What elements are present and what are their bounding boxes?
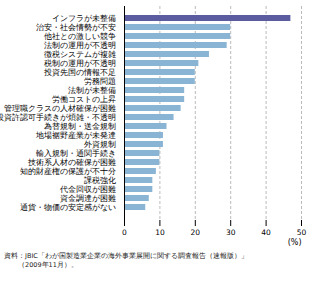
svg-text:課税強化: 課税強化 (84, 176, 116, 185)
svg-text:税制の運用が不透明: 税制の運用が不透明 (44, 59, 116, 68)
svg-text:徴税システムが複雑: 徴税システムが複雑 (44, 50, 116, 59)
svg-text:投資先国の情報不足: 投資先国の情報不足 (43, 68, 116, 77)
html-text:（2009年11月）。: （2009年11月）。 (18, 260, 78, 269)
svg-text:資金調達が困難: 資金調達が困難 (60, 194, 116, 203)
svg-text:20: 20 (191, 228, 201, 237)
svg-text:為替規制・送金規制: 為替規制・送金規制 (44, 122, 116, 131)
svg-text:労務問題: 労務問題 (84, 77, 116, 86)
svg-text:技術系人材の確保が困難: 技術系人材の確保が困難 (27, 158, 116, 167)
svg-text:治安・社会情勢が不安: 治安・社会情勢が不安 (36, 23, 116, 32)
svg-text:管理職クラスの人材確保が困難: 管理職クラスの人材確保が困難 (4, 104, 116, 113)
html-text:資料：JBIC「わが国製造業企業の海外事業展開に関する調査報: 資料：JBIC「わが国製造業企業の海外事業展開に関する調査報告（速報版）」 (4, 252, 248, 260)
svg-text:0: 0 (122, 228, 127, 237)
svg-text:インフラが未整備: インフラが未整備 (52, 14, 116, 23)
svg-text:代金回収が困難: 代金回収が困難 (59, 185, 116, 194)
svg-text:10: 10 (155, 228, 165, 237)
svg-text:通貨・物価の安定感がない: 通貨・物価の安定感がない (20, 203, 116, 212)
svg-text:(%): (%) (288, 238, 302, 247)
svg-text:輸入規制・通関手続き: 輸入規制・通関手続き (36, 149, 116, 158)
svg-text:法制が未整備: 法制が未整備 (68, 86, 116, 95)
svg-text:30: 30 (226, 228, 236, 237)
svg-text:投資許認可手続きが煩雑・不透明: 投資許認可手続きが煩雑・不透明 (0, 113, 116, 122)
svg-text:労働コストの上昇: 労働コストの上昇 (52, 95, 116, 104)
svg-text:知的財産権の保護が不十分: 知的財産権の保護が不十分 (20, 167, 116, 176)
svg-text:法制の運用が不透明: 法制の運用が不透明 (44, 41, 116, 50)
svg-text:40: 40 (261, 228, 271, 237)
svg-text:50: 50 (297, 228, 307, 237)
svg-text:地場裾野産業が未発達: 地場裾野産業が未発達 (35, 131, 116, 140)
svg-text:外資規制: 外資規制 (84, 140, 116, 149)
svg-text:他社との激しい競争: 他社との激しい競争 (44, 32, 116, 41)
